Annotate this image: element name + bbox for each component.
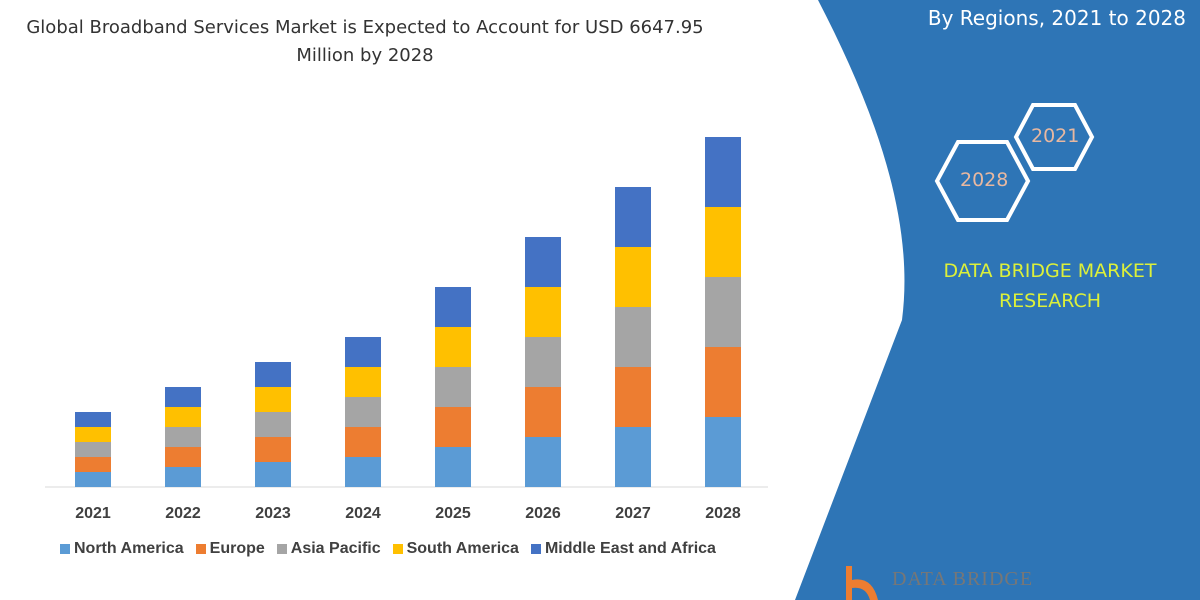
bar-segment-south-america-2022 xyxy=(165,407,201,427)
x-tick-label: 2026 xyxy=(525,505,561,522)
bar-segment-asia-pacific-2021 xyxy=(75,442,111,457)
hex-label-2021: 2021 xyxy=(1031,125,1080,147)
legend-item: Europe xyxy=(195,540,265,558)
bar-segment-asia-pacific-2025 xyxy=(435,367,471,407)
bar-segment-middle-east-and-africa-2027 xyxy=(615,187,651,247)
legend-label: Europe xyxy=(209,540,265,557)
bar-segment-middle-east-and-africa-2025 xyxy=(435,287,471,327)
bar-segment-asia-pacific-2028 xyxy=(705,277,741,347)
bar-segment-europe-2026 xyxy=(525,387,561,437)
bar-segment-middle-east-and-africa-2026 xyxy=(525,237,561,287)
legend-label: South America xyxy=(406,540,519,557)
bar-segment-europe-2027 xyxy=(615,367,651,427)
legend-swatch xyxy=(195,544,206,554)
bar-segment-middle-east-and-africa-2023 xyxy=(255,362,291,387)
bar-segment-north-america-2022 xyxy=(165,467,201,487)
bar-segment-asia-pacific-2026 xyxy=(525,337,561,387)
bar-segment-europe-2025 xyxy=(435,407,471,447)
legend-swatch xyxy=(276,544,287,554)
x-tick-label: 2025 xyxy=(435,505,471,522)
legend-item: North America xyxy=(60,540,184,558)
legend-swatch xyxy=(530,544,541,554)
bar-segment-south-america-2026 xyxy=(525,287,561,337)
legend-item: Middle East and Africa xyxy=(530,540,716,558)
x-tick-label: 2027 xyxy=(615,505,651,522)
bar-segment-north-america-2021 xyxy=(75,472,111,487)
bar-segment-asia-pacific-2027 xyxy=(615,307,651,367)
bar-segment-asia-pacific-2022 xyxy=(165,427,201,447)
hex-label-2028: 2028 xyxy=(960,169,1009,191)
legend: North America Europe Asia Pacific South … xyxy=(60,540,716,558)
hex-2028 xyxy=(934,140,1031,222)
legend-label: Asia Pacific xyxy=(290,540,381,557)
blue-panel xyxy=(795,0,1200,600)
bar-segment-north-america-2025 xyxy=(435,447,471,487)
logo-text: DATA BRIDGE xyxy=(892,568,1034,590)
bar-segment-south-america-2021 xyxy=(75,427,111,442)
bar-segment-europe-2021 xyxy=(75,457,111,472)
bar-segment-middle-east-and-africa-2021 xyxy=(75,412,111,427)
bar-segment-north-america-2028 xyxy=(705,417,741,487)
x-tick-label: 2028 xyxy=(705,505,741,522)
chart-title: Global Broadband Services Market is Expe… xyxy=(26,17,704,66)
bar-segment-europe-2023 xyxy=(255,437,291,462)
legend-swatch xyxy=(392,544,403,554)
bar-segment-europe-2022 xyxy=(165,447,201,467)
legend-label: North America xyxy=(74,540,184,557)
legend-label: Middle East and Africa xyxy=(544,540,716,557)
bar-segment-north-america-2023 xyxy=(255,462,291,487)
legend-item: South America xyxy=(392,540,519,558)
panel-subtitle: By Regions, 2021 to 2028 xyxy=(927,6,1186,30)
bar-segment-south-america-2028 xyxy=(705,207,741,277)
x-tick-label: 2023 xyxy=(255,505,291,522)
bar-segment-europe-2028 xyxy=(705,347,741,417)
bar-segment-north-america-2026 xyxy=(525,437,561,487)
bar-segment-asia-pacific-2024 xyxy=(345,397,381,427)
bar-segment-north-america-2027 xyxy=(615,427,651,487)
logo-icon xyxy=(846,566,878,600)
brand-text: DATA BRIDGE MARKET RESEARCH xyxy=(943,260,1157,312)
x-tick-label: 2022 xyxy=(165,505,201,522)
x-tick-label: 2024 xyxy=(345,505,381,522)
bar-segment-middle-east-and-africa-2028 xyxy=(705,137,741,207)
legend-swatch xyxy=(60,544,70,554)
bar-segment-asia-pacific-2023 xyxy=(255,412,291,437)
bar-segment-south-america-2023 xyxy=(255,387,291,412)
bar-segment-south-america-2027 xyxy=(615,247,651,307)
legend-item: Asia Pacific xyxy=(276,540,381,558)
hex-2021 xyxy=(1013,103,1095,171)
bar-segment-europe-2024 xyxy=(345,427,381,457)
bar-segment-north-america-2024 xyxy=(345,457,381,487)
bar-segment-south-america-2025 xyxy=(435,327,471,367)
bar-segment-south-america-2024 xyxy=(345,367,381,397)
x-tick-label: 2021 xyxy=(75,505,111,522)
bar-segment-middle-east-and-africa-2022 xyxy=(165,387,201,407)
bar-segment-middle-east-and-africa-2024 xyxy=(345,337,381,367)
